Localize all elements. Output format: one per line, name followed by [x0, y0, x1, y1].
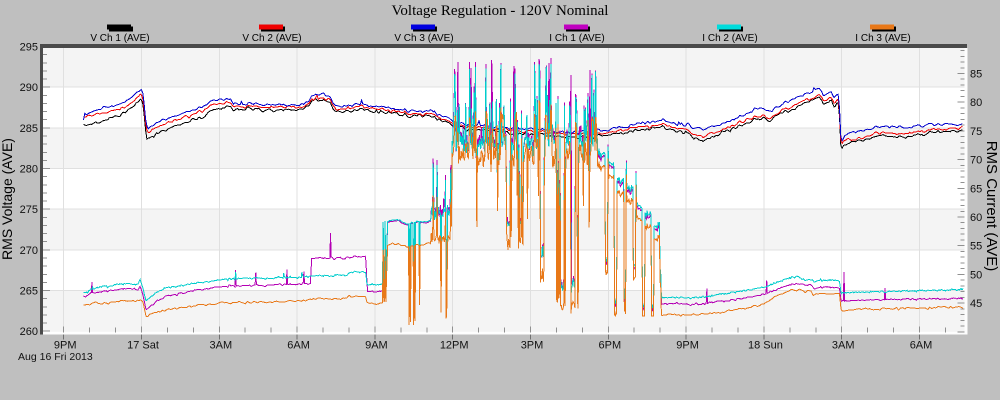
svg-text:3PM: 3PM	[521, 340, 544, 352]
svg-text:45: 45	[970, 298, 982, 310]
svg-text:285: 285	[20, 123, 38, 135]
svg-text:50: 50	[970, 269, 982, 281]
svg-text:V Ch 3 (AVE): V Ch 3 (AVE)	[394, 33, 453, 44]
svg-text:12PM: 12PM	[440, 340, 469, 352]
svg-text:I Ch 2 (AVE): I Ch 2 (AVE)	[702, 33, 757, 44]
svg-text:6PM: 6PM	[598, 340, 621, 352]
svg-text:18 Sun: 18 Sun	[748, 340, 783, 352]
svg-text:70: 70	[970, 155, 982, 167]
svg-text:6AM: 6AM	[910, 340, 933, 352]
svg-text:V Ch 1 (AVE): V Ch 1 (AVE)	[90, 33, 149, 44]
svg-text:55: 55	[970, 241, 982, 253]
svg-text:9PM: 9PM	[54, 340, 77, 352]
svg-text:260: 260	[20, 326, 38, 338]
svg-text:RMS Current (AVE): RMS Current (AVE)	[983, 141, 1000, 272]
svg-text:I Ch 3 (AVE): I Ch 3 (AVE)	[855, 33, 910, 44]
svg-text:6AM: 6AM	[287, 340, 310, 352]
svg-text:270: 270	[20, 245, 38, 257]
svg-text:I Ch 1 (AVE): I Ch 1 (AVE)	[549, 33, 604, 44]
svg-text:3AM: 3AM	[832, 340, 855, 352]
svg-text:3AM: 3AM	[209, 340, 232, 352]
svg-text:9PM: 9PM	[676, 340, 699, 352]
svg-text:80: 80	[970, 97, 982, 109]
svg-text:290: 290	[20, 82, 38, 94]
svg-text:Voltage Regulation - 120V Nomi: Voltage Regulation - 120V Nominal	[392, 3, 609, 19]
svg-text:V Ch 2 (AVE): V Ch 2 (AVE)	[242, 33, 301, 44]
svg-text:85: 85	[970, 69, 982, 81]
svg-text:275: 275	[20, 204, 38, 216]
svg-text:17 Sat: 17 Sat	[127, 340, 159, 352]
svg-text:RMS Voltage (AVE): RMS Voltage (AVE)	[0, 138, 15, 260]
svg-text:60: 60	[970, 212, 982, 224]
svg-text:295: 295	[20, 42, 38, 54]
svg-text:280: 280	[20, 164, 38, 176]
svg-text:265: 265	[20, 286, 38, 298]
svg-text:75: 75	[970, 126, 982, 138]
svg-text:65: 65	[970, 183, 982, 195]
svg-text:Aug 16 Fri 2013: Aug 16 Fri 2013	[18, 351, 93, 363]
svg-text:9AM: 9AM	[365, 340, 388, 352]
